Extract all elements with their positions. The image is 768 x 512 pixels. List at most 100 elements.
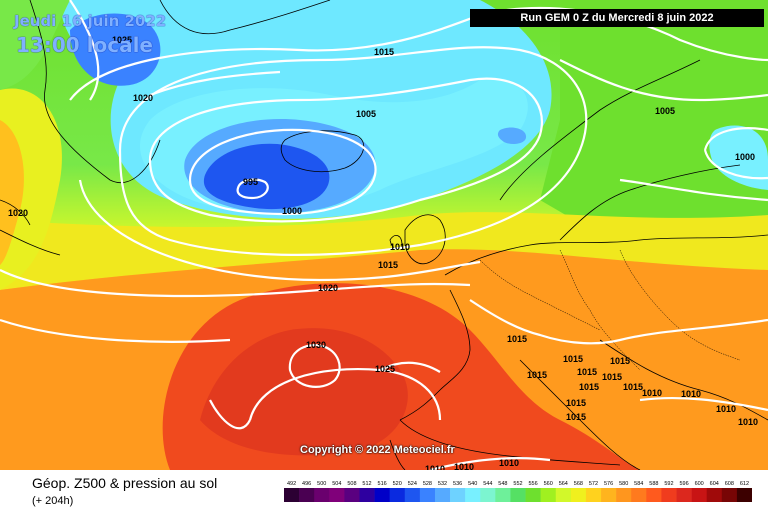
isobar-label: 1020 (133, 93, 153, 103)
isobar-1000-ne (703, 127, 768, 180)
legend-swatch (434, 488, 451, 502)
isobar-1010-south (429, 396, 768, 470)
legend-swatch (329, 488, 345, 502)
legend-swatch (525, 488, 541, 502)
isobar-label: 1010 (390, 242, 410, 252)
isobar-label: 1000 (282, 206, 302, 216)
coast-scandinavia (499, 59, 741, 241)
field-cyan-ne (709, 125, 768, 190)
isobar-1015-ne (619, 178, 768, 202)
borders (479, 249, 741, 371)
legend-value: 560 (544, 481, 553, 487)
isobar-1020-north (69, 0, 281, 101)
isobar-label: 1005 (356, 109, 376, 119)
isobar-1020 (0, 269, 471, 298)
isobar-1015 (69, 7, 768, 282)
legend-value: 492 (287, 481, 296, 487)
legend-swatch (359, 488, 375, 502)
isobar-label: 1025 (112, 35, 132, 45)
legend-swatch (691, 488, 708, 502)
isobar-label: 1015 (602, 372, 622, 382)
valid-date: Jeudi 16 juin 2022 (14, 12, 167, 30)
isobar-label: 1015 (563, 354, 583, 364)
legend-value: 512 (362, 481, 371, 487)
coast-europe (399, 234, 768, 470)
legend-swatch (419, 488, 436, 502)
legend-value: 500 (317, 481, 326, 487)
legend-value: 540 (468, 481, 477, 487)
weather-map: 1025 1020 1015 1005 995 1000 1010 1015 1… (0, 0, 768, 470)
border-1 (479, 259, 601, 331)
coast-iceland (280, 130, 365, 173)
isobar-1025-loop (209, 361, 441, 430)
isobar-label: 1010 (454, 462, 474, 470)
field-green-nw (0, 0, 70, 90)
isobar-label: 1010 (425, 464, 445, 470)
legend-value: 612 (740, 481, 749, 487)
legend-swatch (389, 488, 406, 502)
isobar-label: 1010 (738, 417, 758, 427)
legend-swatch (555, 488, 572, 502)
isobar-1025 (0, 318, 442, 421)
isobar-label: 1025 (375, 364, 395, 374)
isobar-label: 1010 (716, 404, 736, 414)
coast-iberia-africa (389, 419, 621, 470)
isobar-label: 1015 (566, 412, 586, 422)
legend-value: 504 (332, 481, 341, 487)
field-orange-west (0, 120, 24, 265)
isobar-label: 995 (243, 177, 258, 187)
isobar-1005 (148, 77, 543, 223)
isobar-label: 1020 (318, 283, 338, 293)
field-cyan-small (497, 127, 527, 144)
legend-value: 588 (649, 481, 658, 487)
isobar-995 (236, 178, 269, 200)
legend-value: 564 (559, 481, 568, 487)
valid-time: 13:00 locale (16, 33, 153, 57)
legend-swatch (585, 488, 602, 502)
legend-swatch (570, 488, 587, 502)
isobar-label: 1030 (306, 340, 326, 350)
legend-value: 516 (378, 481, 387, 487)
isobar-label: 1015 (610, 356, 630, 366)
isobar-1010 (118, 46, 588, 256)
isobar-label: 1015 (579, 382, 599, 392)
isobars (0, 0, 768, 470)
legend-value: 580 (619, 481, 628, 487)
legend-swatch (450, 488, 466, 502)
copyright-text: Copyright © 2022 Meteociel.fr (300, 444, 455, 456)
legend-value: 600 (695, 481, 704, 487)
legend-swatch (465, 488, 481, 502)
isobar-label: 1015 (374, 47, 394, 57)
legend-value: 596 (679, 481, 688, 487)
isobar-label: 1015 (527, 370, 547, 380)
legend-swatch (721, 488, 738, 502)
legend-value: 508 (347, 481, 356, 487)
legend-swatch (314, 488, 330, 502)
legend-swatch (616, 488, 632, 502)
legend-swatch (540, 488, 557, 502)
isobar-label: 1015 (577, 367, 597, 377)
legend-value: 528 (423, 481, 432, 487)
legend-value: 552 (513, 481, 522, 487)
legend-swatch (404, 488, 421, 502)
legend-value: 584 (634, 481, 643, 487)
isobar-labels: 1025 1020 1015 1005 995 1000 1010 1015 1… (8, 35, 758, 470)
border-2 (559, 249, 641, 371)
coastlines (0, 0, 768, 470)
legend-swatch (374, 488, 390, 502)
legend-value: 544 (483, 481, 492, 487)
border-3 (619, 249, 741, 361)
isobar-label: 1010 (499, 458, 519, 468)
field-red-core (200, 328, 408, 456)
legend-swatch (661, 488, 677, 502)
legend-swatch (510, 488, 526, 502)
isobar-1030 (288, 344, 341, 388)
coast-greenland (29, 0, 331, 183)
footer: Géop. Z500 & pression au sol (+ 204h) 49… (0, 470, 768, 512)
legend-swatch (676, 488, 692, 502)
legend-value: 524 (408, 481, 417, 487)
legend-swatch (299, 488, 315, 502)
isobar-label: 1015 (378, 260, 398, 270)
legend-value: 608 (725, 481, 734, 487)
legend-value: 532 (438, 481, 447, 487)
